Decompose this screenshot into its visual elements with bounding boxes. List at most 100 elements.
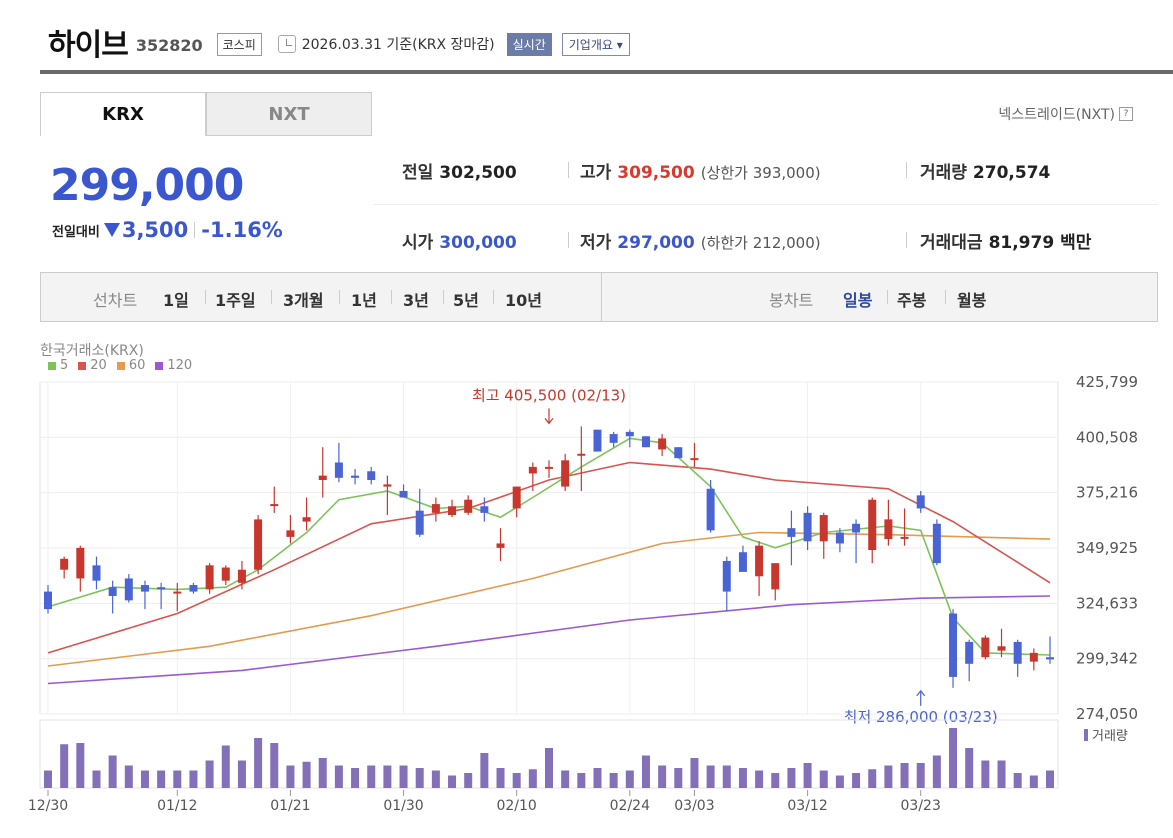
tab-nxt[interactable]: NXT [206, 92, 372, 136]
legend-swatch [116, 361, 125, 370]
stat-label: 거래대금 [920, 233, 983, 253]
volume-bar [157, 770, 166, 788]
line-chart-label: 선차트 [93, 291, 138, 310]
volume-bar [593, 768, 602, 788]
candle-body [205, 565, 214, 590]
volume-legend-label: 거래량 [1092, 729, 1128, 744]
volume-bar [771, 773, 780, 788]
ma20-line [47, 461, 1051, 654]
period-separator [391, 290, 392, 304]
high-arrow-head [544, 418, 554, 425]
volume-bar [949, 728, 958, 788]
volume-bar [221, 745, 230, 788]
candle-body [932, 523, 941, 564]
candle-body [625, 431, 634, 437]
period-3y[interactable]: 3년 [403, 291, 429, 310]
candle-monthly[interactable]: 월봉 [957, 291, 987, 310]
low-arrow-head [916, 689, 926, 697]
volume-bar [383, 765, 392, 788]
candle-body [528, 466, 537, 474]
volume-bar [124, 765, 133, 788]
legend-ma120: 120 [155, 358, 192, 373]
candle-body [674, 447, 683, 459]
candle-body [157, 587, 166, 590]
help-icon[interactable]: ? [1119, 107, 1133, 121]
period-bar: 선차트 1일 1주일 3개월 1년 3년 5년 10년 봉차트 일봉 주봉 월봉 [40, 272, 1158, 322]
candle-body [545, 466, 553, 469]
nxt-info-link[interactable]: 넥스트레이드(NXT) ? [998, 104, 1133, 124]
stat-value: 302,500 [439, 163, 517, 183]
period-separator [493, 290, 494, 304]
stat-low: 저가 297,000 (하한가 212,000) [580, 228, 821, 253]
candle-body [367, 471, 376, 481]
stat-label: 거래량 [920, 163, 967, 183]
candle-body [884, 519, 893, 540]
volume-bar [205, 760, 214, 788]
volume-bar [399, 765, 408, 788]
high-annotation: 최고 405,500 (02/13) [472, 386, 626, 404]
volume-bar [625, 770, 634, 788]
volume-bar [415, 768, 424, 788]
candle-weekly[interactable]: 주봉 [897, 291, 927, 310]
legend-swatch [155, 361, 164, 370]
company-overview-dropdown[interactable]: 기업개요 ▾ [561, 32, 630, 56]
stat-prev-close: 전일 302,500 [402, 158, 517, 183]
legend-label: 60 [128, 358, 146, 373]
volume-legend-swatch [1084, 729, 1088, 741]
candle-body [448, 506, 457, 516]
x-tick-label: 03/03 [674, 798, 714, 814]
period-1w[interactable]: 1주일 [215, 291, 256, 310]
candle-body [722, 560, 731, 592]
period-10y[interactable]: 10년 [505, 291, 542, 310]
stat-divider [568, 232, 569, 248]
candle-body [561, 460, 570, 487]
stat-trade-value: 거래대금 81,979 백만 [920, 228, 1091, 253]
volume-bar [367, 765, 376, 788]
stat-high: 고가 309,500 (상한가 393,000) [580, 158, 821, 183]
candle-body [318, 475, 327, 481]
candle-body [771, 563, 780, 590]
volume-bar [528, 769, 537, 788]
legend-label: 120 [167, 358, 193, 373]
change-separator [194, 222, 196, 238]
stat-divider [906, 162, 907, 178]
change-amount: 3,500 [121, 218, 189, 242]
volume-bar [464, 773, 473, 788]
x-tick-label: 01/30 [383, 798, 423, 814]
volume-bar [189, 770, 198, 788]
candle-body [900, 536, 909, 539]
upper-limit: (상한가 393,000) [700, 164, 821, 182]
volume-bar [997, 760, 1006, 788]
volume-bar [448, 775, 457, 788]
tab-krx[interactable]: KRX [40, 92, 206, 136]
period-1d[interactable]: 1일 [163, 291, 189, 310]
candle-body [480, 506, 489, 513]
change-label: 전일대비 [52, 224, 100, 240]
source-label: 한국거래소(KRX) [40, 343, 144, 359]
period-1y[interactable]: 1년 [351, 291, 377, 310]
candle-body [609, 434, 618, 443]
y-tick-label: 425,799 [1076, 373, 1138, 391]
ma120-line [47, 595, 1051, 685]
candle-body [949, 613, 958, 677]
period-5y[interactable]: 5년 [453, 291, 479, 310]
y-tick-label: 274,050 [1076, 705, 1138, 723]
realtime-button[interactable]: 실시간 [506, 32, 552, 56]
volume-bar [755, 770, 764, 788]
period-3m[interactable]: 3개월 [283, 291, 324, 310]
candle-body [399, 490, 408, 498]
volume-bar [512, 773, 521, 788]
change-percent: -1.16% [201, 218, 283, 242]
current-price: 299,000 [50, 160, 244, 211]
period-separator [887, 290, 888, 304]
candle-body [351, 475, 360, 478]
legend-ma20: 20 [78, 358, 107, 373]
price-chart[interactable]: 425,799 400,508 375,216 349,925 324,633 299,3… [0, 370, 1173, 838]
candle-body [431, 504, 440, 513]
candle-body [221, 567, 230, 581]
candle-body [803, 512, 812, 542]
volume-bar [706, 765, 715, 788]
candle-daily[interactable]: 일봉 [843, 291, 873, 310]
volume-bar [318, 758, 327, 788]
candle-body [658, 438, 667, 450]
